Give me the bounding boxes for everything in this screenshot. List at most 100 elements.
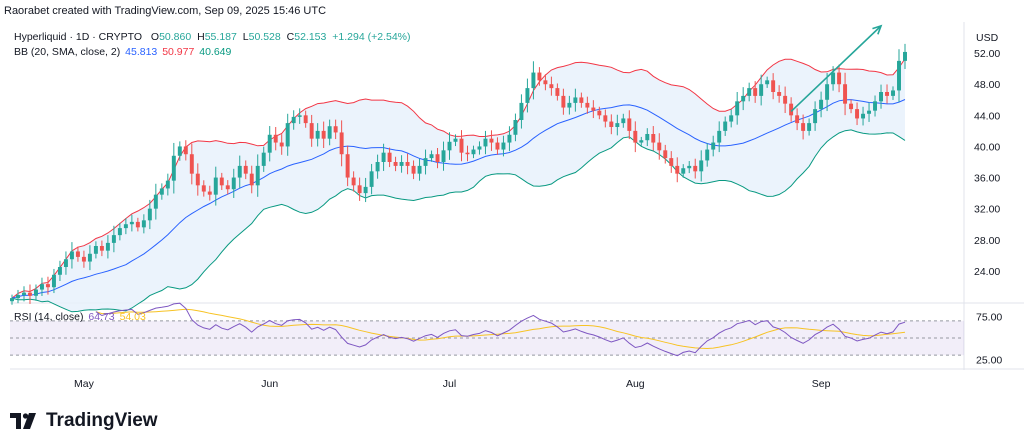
candle-body	[741, 95, 746, 102]
candle-body	[423, 158, 428, 166]
candle-body	[609, 121, 614, 127]
time-tick-label: Aug	[626, 378, 645, 390]
candle-body	[711, 142, 716, 150]
candle-body	[363, 186, 368, 194]
bb-lower-line	[11, 129, 906, 313]
change-value: +1.294 (+2.54%)	[332, 31, 411, 43]
candle-body	[249, 173, 254, 186]
candle-body	[807, 123, 812, 131]
candle-body	[141, 220, 146, 228]
candle-body	[273, 134, 278, 143]
low-value: 50.528	[248, 31, 281, 43]
candle-body	[327, 126, 332, 139]
rsi-pane[interactable]	[10, 302, 964, 357]
bb-basis-line	[11, 99, 906, 299]
candle-body	[159, 188, 164, 195]
candle-body	[375, 162, 380, 172]
price-tick-label: 52.00	[974, 48, 1000, 60]
candle-body	[291, 116, 296, 124]
candle-body	[459, 138, 464, 153]
rsi-label[interactable]: RSI (14, close)	[14, 311, 84, 323]
currency-label[interactable]: USD	[976, 32, 999, 44]
open-value: 50.860	[159, 31, 192, 43]
price-pane[interactable]	[10, 24, 907, 313]
rsi-legend[interactable]: RSI (14, close) 64.73 54.03	[14, 311, 146, 323]
candle-body	[693, 165, 698, 172]
candle-body	[903, 51, 907, 61]
candle-body	[177, 146, 182, 156]
candle-body	[831, 72, 836, 85]
candle-body	[333, 126, 338, 133]
candle-body	[243, 165, 248, 174]
high-value: 55.187	[204, 31, 237, 43]
candle-body	[891, 90, 895, 96]
candle-body	[603, 115, 608, 122]
bb-basis-value: 45.813	[125, 46, 158, 58]
bb-upper-value: 50.977	[162, 46, 195, 58]
time-tick-label: Jun	[261, 378, 278, 390]
candle-body	[219, 177, 224, 186]
candle-body	[225, 185, 230, 190]
candle-body	[10, 298, 14, 302]
price-tick-label: 32.00	[974, 204, 1000, 216]
candle-body	[759, 84, 764, 96]
low-label: L	[242, 31, 249, 43]
symbol-name[interactable]: Hyperliquid · 1D · CRYPTO	[14, 31, 142, 43]
candle-body	[117, 228, 122, 236]
time-tick-label: Jul	[443, 378, 456, 390]
candle-body	[267, 134, 272, 153]
candle-body	[885, 92, 889, 96]
candle-body	[537, 72, 542, 81]
candle-body	[585, 102, 590, 108]
candle-body	[75, 251, 80, 257]
candle-body	[387, 152, 392, 162]
brand-name: TradingView	[46, 410, 158, 431]
candle-body	[855, 109, 860, 119]
candle-body	[687, 165, 692, 169]
candle-body	[399, 162, 404, 166]
candle-body	[417, 165, 422, 174]
candle-body	[789, 103, 794, 116]
candle-body	[729, 115, 734, 122]
candle-body	[93, 246, 98, 254]
candle-body	[483, 138, 488, 147]
candle-body	[525, 88, 530, 103]
candle-body	[201, 185, 206, 192]
rsi-line	[95, 302, 906, 357]
candle-body	[519, 102, 524, 120]
candle-body	[321, 130, 326, 139]
symbol-legend[interactable]: Hyperliquid · 1D · CRYPTO O50.860 H55.18…	[14, 31, 411, 43]
candle-body	[405, 162, 410, 166]
candle-body	[801, 123, 806, 131]
candle-body	[165, 180, 170, 189]
candle-body	[135, 221, 140, 228]
bollinger-legend[interactable]: BB (20, SMA, close, 2) 45.813 50.977 40.…	[14, 46, 231, 58]
candle-body	[651, 134, 656, 143]
candle-body	[351, 177, 356, 186]
candle-body	[561, 95, 566, 108]
bb-lower-value: 40.649	[199, 46, 232, 58]
candle-body	[45, 284, 50, 288]
rsi-tick-label: 75.00	[976, 312, 1002, 324]
candle-body	[189, 154, 194, 174]
candle-body	[171, 155, 176, 181]
candle-body	[867, 110, 872, 114]
candle-body	[549, 84, 554, 89]
candle-body	[567, 102, 572, 108]
trend-arrow-head	[872, 24, 883, 35]
price-tick-label: 48.00	[974, 79, 1000, 91]
brand-logo: TradingView	[10, 410, 158, 432]
open-label: O	[150, 31, 160, 43]
candle-body	[723, 121, 728, 131]
candle-body	[531, 72, 536, 89]
candle-body	[717, 130, 722, 143]
candle-body	[123, 224, 128, 229]
candle-body	[579, 97, 584, 103]
bb-label[interactable]: BB (20, SMA, close, 2)	[14, 46, 121, 58]
candle-body	[339, 132, 344, 155]
candle-body	[369, 171, 374, 187]
candle-body	[765, 80, 770, 85]
candle-body	[507, 134, 512, 143]
candle-body	[285, 123, 290, 147]
